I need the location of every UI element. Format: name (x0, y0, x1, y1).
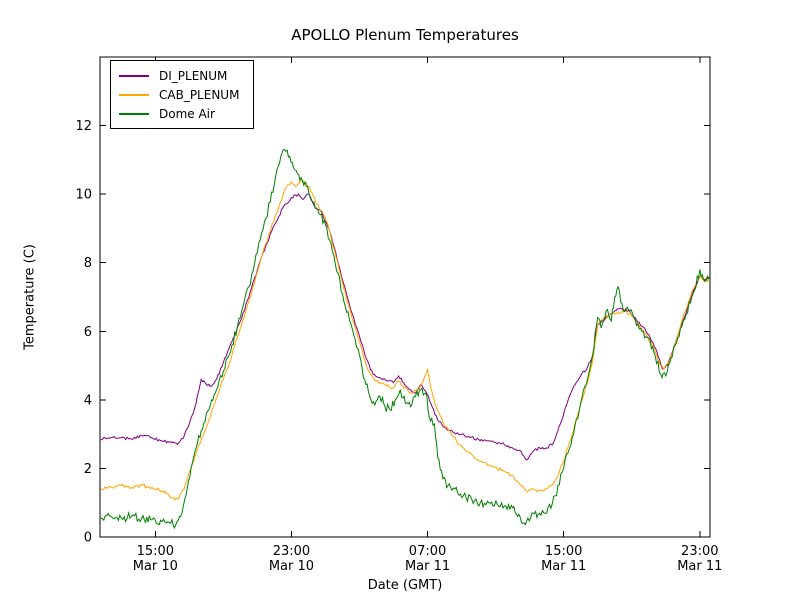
chart-title: APOLLO Plenum Temperatures (291, 26, 519, 44)
x-tick-date-label: Mar 11 (405, 559, 450, 574)
legend-line-swatch (119, 74, 149, 77)
x-tick-date-label: Mar 11 (677, 559, 722, 574)
legend-item: CAB_PLENUM (119, 85, 239, 104)
plot-frame (99, 56, 711, 538)
x-tick-time-label: 15:00 (545, 544, 582, 559)
x-tick-date-label: Mar 10 (269, 559, 314, 574)
legend-line-swatch (119, 93, 149, 96)
y-axis-label: Temperature (C) (22, 244, 38, 350)
series-line-DI_PLENUM (100, 193, 710, 461)
x-tick-date-label: Mar 10 (133, 559, 178, 574)
y-tick-label: 12 (75, 119, 92, 134)
legend-label: Dome Air (159, 106, 215, 121)
x-tick-time-label: 23:00 (681, 544, 718, 559)
x-tick-time-label: 23:00 (273, 544, 310, 559)
legend: DI_PLENUM CAB_PLENUM Dome Air (110, 60, 255, 129)
series-line-CAB_PLENUM (100, 179, 710, 502)
series-line-Dome Air (100, 149, 710, 530)
legend-label: CAB_PLENUM (159, 87, 240, 102)
y-tick-label: 4 (84, 393, 92, 408)
y-tick-label: 10 (75, 188, 92, 203)
legend-line-swatch (119, 112, 149, 115)
y-tick-label: 2 (84, 462, 92, 477)
legend-item: Dome Air (119, 104, 239, 123)
legend-label: DI_PLENUM (159, 68, 228, 83)
y-tick-label: 0 (84, 531, 92, 546)
x-axis-label: Date (GMT) (367, 578, 443, 593)
x-tick-time-label: 07:00 (409, 544, 446, 559)
legend-item: DI_PLENUM (119, 66, 239, 85)
y-tick-label: 6 (84, 325, 92, 340)
x-tick-date-label: Mar 11 (541, 559, 586, 574)
x-tick-time-label: 15:00 (137, 544, 174, 559)
y-tick-label: 8 (84, 256, 92, 271)
